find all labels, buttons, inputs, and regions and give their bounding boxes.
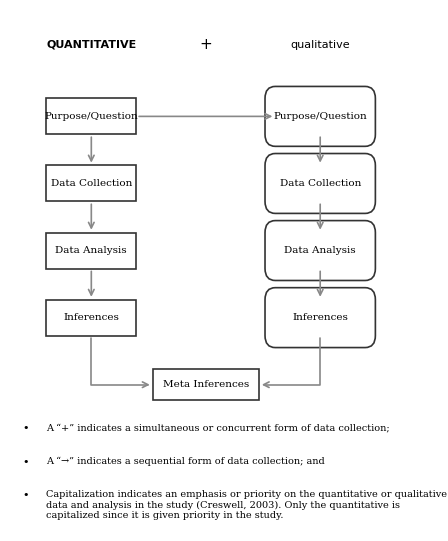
Text: •: • bbox=[23, 423, 29, 433]
Text: QUANTITATIVE: QUANTITATIVE bbox=[46, 39, 137, 50]
FancyBboxPatch shape bbox=[153, 369, 259, 400]
Text: Data Analysis: Data Analysis bbox=[56, 246, 127, 255]
Text: Data Collection: Data Collection bbox=[280, 179, 361, 188]
Text: A “+” indicates a simultaneous or concurrent form of data collection;: A “+” indicates a simultaneous or concur… bbox=[46, 423, 390, 432]
Text: qualitative: qualitative bbox=[290, 39, 350, 50]
Text: Meta Inferences: Meta Inferences bbox=[163, 380, 249, 389]
Text: •: • bbox=[23, 457, 29, 466]
FancyBboxPatch shape bbox=[46, 300, 136, 335]
Text: Purpose/Question: Purpose/Question bbox=[273, 112, 367, 121]
FancyBboxPatch shape bbox=[265, 288, 375, 347]
Text: Inferences: Inferences bbox=[292, 313, 348, 322]
Text: Data Analysis: Data Analysis bbox=[284, 246, 356, 255]
Text: +: + bbox=[199, 37, 212, 52]
FancyBboxPatch shape bbox=[265, 87, 375, 146]
FancyBboxPatch shape bbox=[46, 98, 136, 134]
Text: Capitalization indicates an emphasis or priority on the quantitative or qualitat: Capitalization indicates an emphasis or … bbox=[46, 490, 448, 520]
Text: Inferences: Inferences bbox=[63, 313, 119, 322]
FancyBboxPatch shape bbox=[265, 221, 375, 280]
Text: Data Collection: Data Collection bbox=[51, 179, 132, 188]
FancyBboxPatch shape bbox=[265, 154, 375, 213]
Text: •: • bbox=[23, 490, 29, 500]
Text: Purpose/Question: Purpose/Question bbox=[44, 112, 138, 121]
FancyBboxPatch shape bbox=[46, 166, 136, 201]
FancyBboxPatch shape bbox=[46, 233, 136, 268]
Text: A “→” indicates a sequential form of data collection; and: A “→” indicates a sequential form of dat… bbox=[46, 457, 325, 466]
